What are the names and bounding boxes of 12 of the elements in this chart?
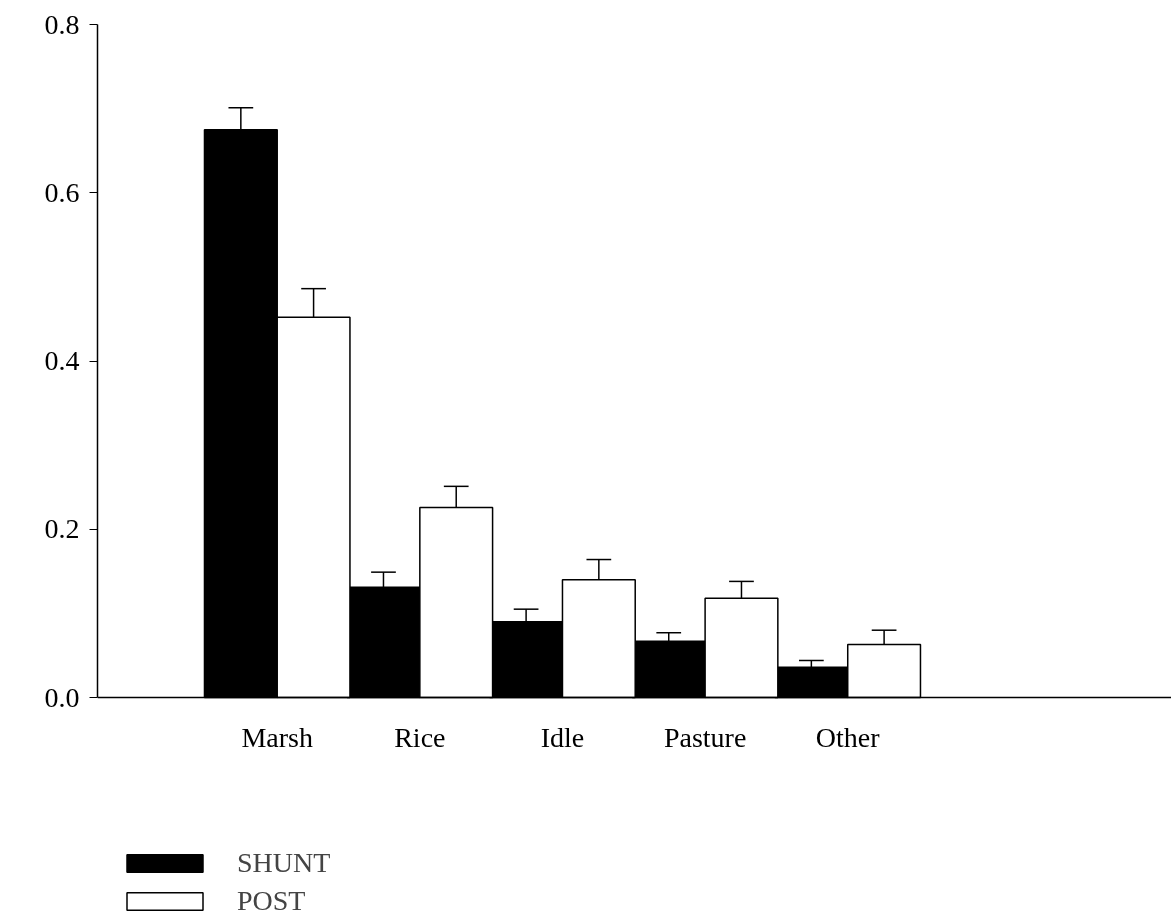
x-tick-label: Idle xyxy=(540,722,585,753)
legend-label: POST xyxy=(237,885,306,917)
y-tick-label: 0.6 xyxy=(44,176,80,208)
y-tick-label: 0.0 xyxy=(44,681,80,713)
x-tick-label: Pasture xyxy=(663,722,747,753)
y-tick-label: 0.8 xyxy=(44,8,80,40)
y-tick-label: 0.2 xyxy=(44,513,80,545)
x-tick-label: Other xyxy=(815,722,881,753)
x-tick-label: Marsh xyxy=(241,722,313,753)
y-tick-label: 0.4 xyxy=(44,345,80,376)
legend-label: SHUNT xyxy=(237,847,331,879)
x-tick-label: Rice xyxy=(394,722,446,753)
